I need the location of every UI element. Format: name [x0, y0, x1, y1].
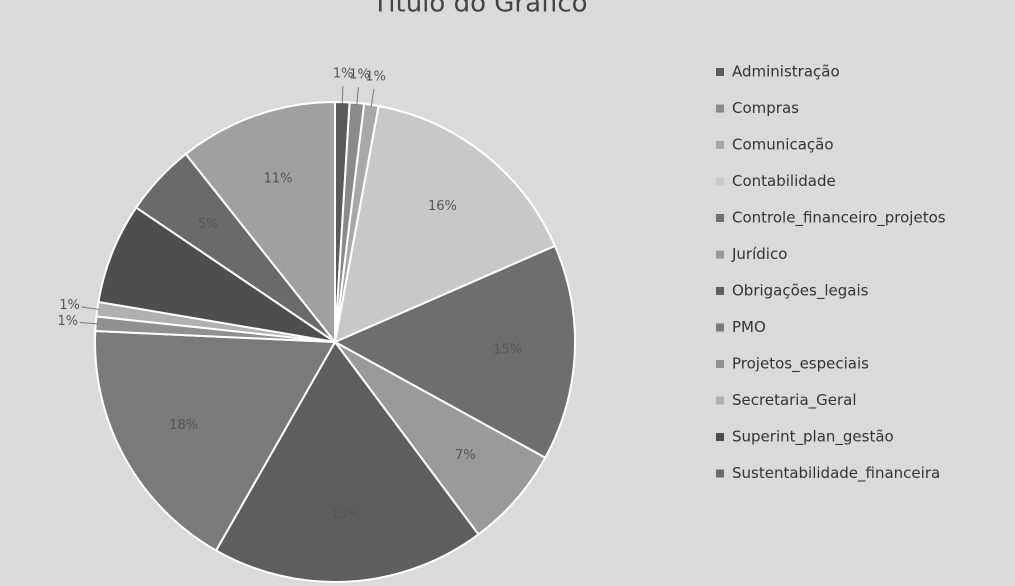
legend-label: PMO [732, 318, 766, 336]
pie-slice [214, 340, 480, 583]
legend-label: Obrigações_legais [732, 282, 869, 301]
data-label: 18% [169, 418, 198, 433]
legend-label: Contabilidade [732, 172, 836, 190]
data-label: 7% [455, 448, 476, 463]
data-label: 1% [57, 314, 78, 329]
legend-label: Superint_plan_gestão [732, 428, 894, 447]
data-label: 15% [493, 342, 522, 357]
legend-label: Comunicação [732, 136, 834, 154]
legend-swatch [716, 68, 724, 76]
pie-slice [94, 329, 337, 552]
data-label: 1% [333, 67, 354, 82]
data-label: 19% [331, 507, 360, 522]
leader-line [81, 306, 100, 310]
data-label: 1% [365, 70, 386, 85]
legend-label: Compras [732, 99, 799, 117]
data-label: 11% [264, 171, 293, 186]
leader-line [370, 88, 375, 107]
legend-label: Controle_financeiro_projetos [732, 209, 946, 228]
data-label: 16% [428, 199, 457, 214]
legend-swatch [716, 433, 724, 441]
legend-swatch [716, 141, 724, 149]
pie-slice [332, 244, 576, 460]
chart-title: Título do Gráfico [371, 0, 587, 19]
legend-swatch [716, 287, 724, 295]
legend-swatch [716, 177, 724, 186]
data-label: 1% [59, 298, 80, 313]
legend-label: Sustentabilidade_financeira [732, 464, 940, 483]
legend-swatch [716, 469, 724, 478]
leader-line [341, 86, 344, 105]
data-label: 1% [349, 68, 370, 83]
legend-swatch [716, 104, 724, 113]
legend-label: Secretaria_Geral [732, 391, 857, 410]
leader-line [356, 87, 359, 106]
pie-slice [333, 104, 557, 344]
pie-slice [184, 100, 336, 345]
legend-swatch [716, 396, 724, 405]
legend-swatch [716, 214, 724, 222]
leader-line [79, 321, 98, 325]
legend-swatch [716, 360, 724, 368]
legend-swatch [716, 250, 724, 259]
legend-label: Jurídico [731, 245, 787, 263]
legend-label: Administração [732, 63, 840, 81]
data-label: 5% [198, 217, 219, 232]
legend-label: Projetos_especiais [732, 355, 869, 374]
legend-swatch [716, 323, 724, 332]
